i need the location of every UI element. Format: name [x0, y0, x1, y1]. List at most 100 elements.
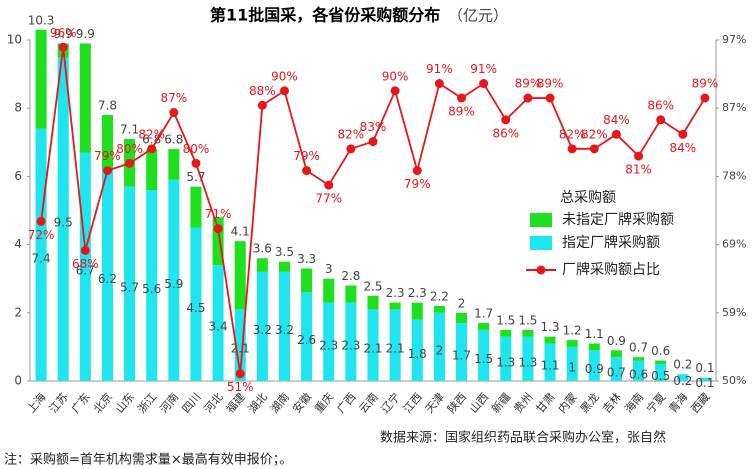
line-point [36, 216, 46, 226]
y-tick-label: 6 [14, 169, 22, 183]
bar-label: 1.3 [496, 355, 515, 369]
bar-label: 5.7 [120, 280, 139, 294]
bar-label: 1 [568, 360, 576, 374]
bar-designated [345, 302, 357, 381]
bar-designated [190, 227, 202, 381]
bar-undesignated [79, 43, 91, 153]
line-point [169, 108, 179, 118]
bar-undesignated [168, 149, 180, 180]
line-label: 79% [404, 177, 431, 191]
line-label: 83% [360, 120, 387, 134]
bar-label: 1.7 [452, 349, 471, 363]
bar-designated [389, 309, 401, 381]
bar-designated [544, 343, 556, 381]
x-tick-label: 山西 [467, 391, 491, 416]
line-label: 87% [161, 91, 188, 105]
x-tick-label: 新疆 [489, 390, 514, 416]
bar-label: 0.1 [695, 376, 714, 390]
x-tick-label: 北京 [90, 390, 115, 416]
bar-designated [500, 336, 512, 381]
line-point [80, 245, 90, 255]
bar-designated [146, 190, 158, 381]
line-point [346, 144, 356, 154]
line-point [235, 369, 245, 379]
bar-designated [478, 329, 490, 381]
bar-label: 2.3 [319, 338, 338, 352]
line-label: 80% [116, 142, 143, 156]
bar-label: 5.6 [142, 282, 161, 296]
total-label: 9.9 [76, 27, 95, 41]
total-label: 3.6 [253, 242, 272, 256]
bar-label: 9.5 [54, 216, 73, 230]
bar-designated [588, 350, 600, 381]
x-tick-label: 黑龙 [578, 391, 602, 416]
line-label: 89% [692, 77, 719, 91]
bar-designated [168, 179, 180, 381]
line-label: 89% [515, 77, 542, 91]
note: 注：采购额=首年机构需求量×最高有效申报价；。 [4, 452, 292, 468]
total-label: 0.7 [629, 341, 648, 355]
bar-undesignated [566, 340, 578, 347]
line-label: 71% [205, 207, 232, 221]
bar-label: 3.2 [275, 323, 294, 337]
legend-label: 厂牌采购额占比 [562, 261, 660, 278]
line-label: 86% [647, 98, 674, 112]
legend-swatch [536, 265, 546, 275]
y2-tick-label: 69% [722, 238, 746, 251]
line-point [191, 158, 201, 168]
bar-undesignated [212, 217, 224, 266]
x-tick-label: 重庆 [311, 390, 336, 416]
bar-label: 2 [436, 343, 444, 357]
bar-label: 1.1 [540, 359, 559, 373]
x-tick-label: 江苏 [47, 391, 71, 416]
total-label: 1.1 [585, 327, 604, 341]
bar-undesignated [345, 285, 357, 303]
bar-designated [278, 271, 291, 381]
total-label: 6.8 [142, 133, 161, 147]
total-label: 0.2 [673, 358, 692, 372]
bar-designated [455, 323, 468, 381]
bar-label: 6.2 [98, 272, 117, 286]
bar-label: 1.8 [408, 347, 427, 361]
bar-label: 7.4 [32, 251, 51, 265]
total-label: 2.3 [408, 286, 427, 300]
x-tick-label: 内蒙 [555, 390, 580, 416]
line-label: 96% [50, 26, 77, 40]
line-label: 86% [492, 126, 519, 140]
bar-label: 0.6 [629, 367, 648, 381]
total-label: 3.5 [275, 245, 294, 259]
line-label: 91% [470, 62, 497, 76]
line-point [102, 166, 112, 176]
total-label: 1.5 [496, 313, 515, 327]
y2-tick-label: 78% [722, 169, 746, 182]
y-tick-label: 10 [7, 33, 22, 47]
bar-label: 0.9 [585, 362, 604, 376]
line-label: 79% [293, 149, 320, 163]
bar-designated [35, 128, 47, 381]
bar-designated [411, 319, 423, 381]
y-tick-label: 8 [14, 101, 22, 115]
total-label: 4.1 [231, 225, 250, 239]
bar-undesignated [301, 268, 313, 293]
bar-undesignated [500, 329, 512, 337]
line-point [545, 93, 555, 103]
bar-label: 2.6 [297, 333, 316, 347]
line-label: 89% [537, 77, 564, 91]
y2-tick-label: 87% [722, 101, 746, 114]
line-label: 82% [138, 127, 165, 141]
bar-undesignated [655, 360, 667, 364]
bar-undesignated [234, 241, 246, 310]
x-tick-label: 海南 [621, 390, 646, 416]
x-tick-label: 广东 [69, 391, 93, 416]
total-label: 7.1 [120, 122, 139, 136]
bar-designated [367, 309, 379, 381]
line-point [125, 158, 135, 168]
total-label: 1.5 [518, 313, 537, 327]
bar-undesignated [367, 295, 379, 310]
bar-designated [677, 374, 689, 381]
line-point [567, 144, 577, 154]
x-tick-label: 浙江 [135, 391, 159, 416]
bar-undesignated [544, 336, 556, 344]
line-point [523, 93, 533, 103]
line-point [302, 166, 312, 176]
